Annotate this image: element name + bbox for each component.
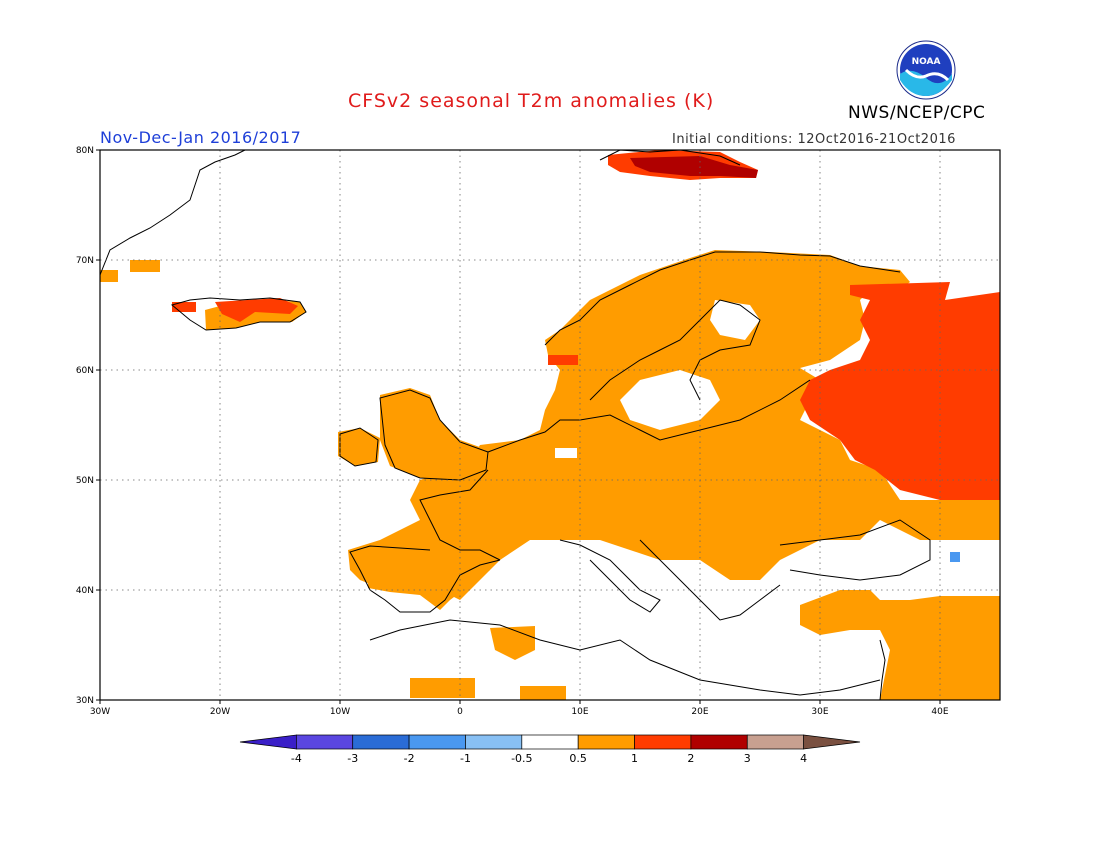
lon-tick-label: 20W xyxy=(210,707,230,717)
lon-tick-label: 40E xyxy=(931,707,948,717)
africa-coast xyxy=(369,619,881,696)
colorbar-swatch xyxy=(577,734,635,750)
colorbar-label: -3 xyxy=(347,752,358,765)
figure-title: CFSv2 seasonal T2m anomalies (K) xyxy=(348,90,715,112)
lat-tick-label: 70N xyxy=(76,256,94,266)
colorbar-swatch xyxy=(239,734,297,750)
lon-tick-label: 30W xyxy=(90,707,110,717)
region-germany-white xyxy=(555,448,577,458)
map-grid xyxy=(100,150,1000,700)
lon-tick-label: 10W xyxy=(330,707,350,717)
region-ireland-orange xyxy=(338,428,380,466)
lon-tick-label: 10E xyxy=(571,707,588,717)
initial-conditions: Initial conditions: 12Oct2016-21Oct2016 xyxy=(672,132,956,147)
lat-tick-label: 40N xyxy=(76,586,94,596)
map-frame xyxy=(99,149,1001,701)
region-greenland-edge2 xyxy=(130,260,160,272)
colorbar-swatch xyxy=(803,734,861,750)
balkans-coast xyxy=(639,539,781,621)
colorbar-swatch xyxy=(408,734,466,750)
colorbar-swatch xyxy=(521,734,579,750)
colorbar-swatch xyxy=(746,734,804,750)
svalbard-coast xyxy=(599,149,741,166)
region-africa-patch2 xyxy=(410,678,475,698)
colorbar-label: -4 xyxy=(291,752,302,765)
region-iberia-orange xyxy=(368,555,490,610)
region-svalbard-darkred xyxy=(630,156,758,178)
lon-tick-label: 30E xyxy=(811,707,828,717)
colorbar-label: -2 xyxy=(404,752,415,765)
region-iceland-west xyxy=(172,302,196,312)
region-baltic-white xyxy=(620,370,720,430)
colorbar-label: 0.5 xyxy=(569,752,587,765)
colorbar-label: 1 xyxy=(631,752,638,765)
colorbar-label: 4 xyxy=(800,752,807,765)
colorbar-label: 2 xyxy=(687,752,694,765)
lon-tick-label: 20E xyxy=(691,707,708,717)
forecast-period: Nov-Dec-Jan 2016/2017 xyxy=(100,128,302,147)
region-caucasus-blue xyxy=(950,552,960,562)
blacksea-coast xyxy=(779,519,931,581)
ireland-coast xyxy=(339,427,379,467)
logo-text: NOAA xyxy=(912,57,941,67)
region-mideast-orange xyxy=(800,590,1000,700)
region-norway-red xyxy=(548,355,578,365)
lat-tick-label: 60N xyxy=(76,366,94,376)
colorbar-swatch xyxy=(465,734,523,750)
noaa-logo: NOAA xyxy=(896,40,956,100)
sweden-coast xyxy=(589,299,761,401)
lat-tick-label: 30N xyxy=(76,696,94,706)
agency-label: NWS/NCEP/CPC xyxy=(848,103,986,123)
colorbar-label: 3 xyxy=(744,752,751,765)
region-africa-patch1 xyxy=(490,626,535,660)
colorbar-swatch xyxy=(352,734,410,750)
colorbar-swatch xyxy=(296,734,354,750)
region-russia-red xyxy=(800,282,1000,500)
region-iceland-red xyxy=(215,298,298,322)
greenland-coast xyxy=(99,149,246,276)
lat-tick-label: 50N xyxy=(76,476,94,486)
region-africa-patch3 xyxy=(520,686,566,700)
lat-tick-label: 80N xyxy=(76,146,94,156)
colorbar-label: -1 xyxy=(460,752,471,765)
iceland-coast xyxy=(170,297,307,331)
region-britain-orange xyxy=(380,388,488,480)
lon-tick-label: 0 xyxy=(457,707,463,717)
anomaly-shading xyxy=(100,150,1000,700)
colorbar-label: -0.5 xyxy=(511,752,532,765)
europe-coast xyxy=(487,379,811,453)
colorbar: -4 -3 -2 -1 -0.5 0.5 1 2 3 4 xyxy=(239,734,861,765)
levant-coast xyxy=(879,639,886,701)
italy-coast xyxy=(559,539,661,613)
colorbar-swatch xyxy=(690,734,748,750)
region-greenland-edge xyxy=(100,270,118,282)
colorbar-swatch xyxy=(634,734,692,750)
britain-coast xyxy=(379,389,489,481)
